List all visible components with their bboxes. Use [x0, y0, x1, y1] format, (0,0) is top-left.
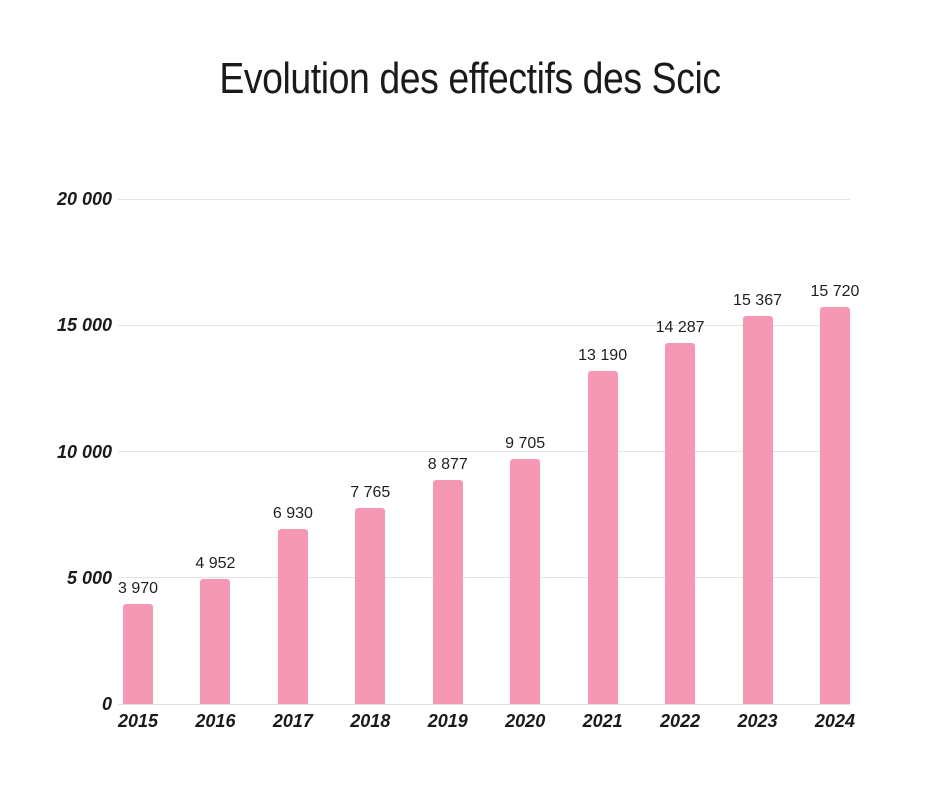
- bar-2015: [123, 603, 153, 704]
- value-label-2022: 14 287: [655, 319, 705, 337]
- value-label-2021: 13 190: [578, 346, 628, 364]
- gridline-20000: [118, 198, 850, 200]
- gridline-0: [118, 703, 850, 705]
- value-label-2019: 8 877: [427, 455, 468, 473]
- y-tick-label: 5 000: [66, 567, 112, 588]
- bar-2021: [587, 370, 618, 704]
- x-tick-label-2019: 2019: [427, 711, 468, 731]
- y-tick-label: 15 000: [56, 315, 112, 336]
- bar-2017: [277, 529, 308, 704]
- value-label-2020: 9 705: [505, 434, 546, 452]
- value-label-2018: 7 765: [350, 483, 391, 501]
- value-label-2017: 6 930: [272, 505, 313, 523]
- bar-2022: [665, 343, 696, 704]
- value-label-2016: 4 952: [195, 554, 236, 572]
- gridline-5000: [118, 577, 850, 579]
- bar-2024: [819, 307, 850, 704]
- plot-area: 3 970 4 952 6 930 7 765 8 877 9 705 13 190 14 2…: [118, 198, 859, 731]
- x-tick-label-2016: 2016: [195, 711, 236, 731]
- x-tick-label-2020: 2020: [505, 711, 546, 731]
- bar-2018: [355, 507, 386, 704]
- bar-2020: [510, 458, 541, 704]
- bar-2016: [200, 578, 231, 704]
- bar-2019: [432, 479, 463, 704]
- x-tick-label-2017: 2017: [272, 711, 313, 731]
- value-label-2024: 15 720: [810, 283, 860, 301]
- value-label-2023: 15 367: [733, 291, 782, 309]
- y-tick-label: 0: [101, 694, 112, 714]
- x-tick-label-2018: 2018: [350, 711, 391, 731]
- y-tick-label: 20 000: [56, 189, 112, 209]
- x-tick-label-2023: 2023: [737, 711, 778, 731]
- x-tick-label-2024: 2024: [814, 711, 855, 731]
- x-tick-label-2022: 2022: [660, 711, 701, 731]
- chart-title: Evolution des effectifs des Scic: [219, 54, 721, 103]
- x-tick-label-2021: 2021: [582, 711, 623, 731]
- x-tick-label-2015: 2015: [117, 711, 159, 731]
- value-label-2015: 3 970: [117, 579, 159, 597]
- gridline-10000: [118, 451, 850, 452]
- y-axis: 0 5 000 10 000 15 000 20 000: [0, 189, 112, 714]
- bar-2023: [742, 315, 773, 704]
- y-tick-label: 10 000: [56, 441, 112, 462]
- gridline-15000: [118, 324, 850, 326]
